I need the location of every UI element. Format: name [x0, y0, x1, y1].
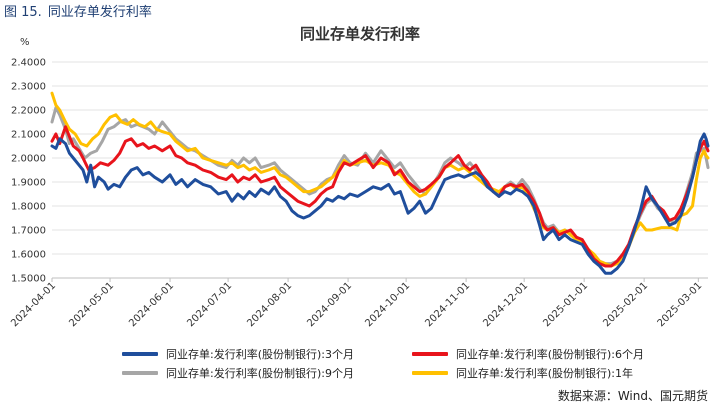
x-tick-label: 2025-01-01 — [541, 280, 590, 329]
gridlines — [52, 61, 708, 279]
series-line-1 — [50, 125, 710, 268]
y-tick-label: 1.5000 — [11, 274, 46, 285]
y-tick-label: 2.4000 — [11, 58, 46, 69]
source-note: 数据来源：Wind、国元期货 — [557, 389, 708, 403]
x-tick-label: 2024-12-01 — [481, 280, 530, 329]
y-axis-unit: % — [20, 37, 30, 48]
y-tick-label: 1.8000 — [11, 202, 46, 213]
figure-caption: 图 15. 同业存单发行利率 — [4, 1, 158, 20]
series-lines — [50, 91, 710, 275]
y-tick-label: 2.2000 — [11, 106, 46, 117]
x-tick-label: 2024-10-01 — [363, 280, 412, 329]
y-tick-label: 1.9000 — [11, 178, 46, 189]
y-axis-ticks: 1.5000 1.6000 1.7000 1.8000 1.9000 2.0000 2.10… — [11, 58, 46, 285]
x-tick-label: 2025-03-01 — [656, 280, 705, 329]
x-tick-label: 2024-05-01 — [67, 280, 116, 329]
y-tick-label: 1.7000 — [11, 226, 46, 237]
series-line-3 — [50, 91, 710, 268]
y-tick-label: 2.0000 — [11, 154, 46, 165]
x-tick-label: 2024-11-01 — [423, 280, 472, 329]
x-tick-label: 2024-07-01 — [185, 280, 234, 329]
x-tick-label: 2025-02-01 — [601, 280, 650, 329]
y-tick-label: 2.1000 — [11, 130, 46, 141]
y-tick-label: 2.3000 — [11, 82, 46, 93]
figure-number: 图 15. — [4, 5, 42, 20]
x-tick-label: 2024-06-01 — [127, 280, 176, 329]
series-line-0 — [50, 132, 710, 275]
x-tick-label: 2024-04-01 — [9, 280, 58, 329]
chart-title: 同业存单发行利率 — [299, 25, 420, 43]
series-line-2 — [50, 106, 710, 266]
y-tick-label: 1.6000 — [11, 250, 46, 261]
x-axis-ticks: 2024-04-01 2024-05-01 2024-06-01 2024-07-01… — [9, 278, 704, 329]
x-tick-label: 2024-09-01 — [305, 280, 354, 329]
x-tick-label: 2024-08-01 — [245, 280, 294, 329]
figure-caption-title: 同业存单发行利率 — [47, 5, 152, 20]
